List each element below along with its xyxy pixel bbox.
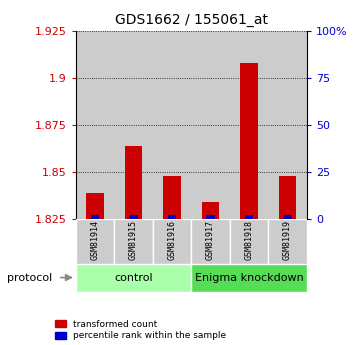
Text: control: control: [114, 273, 153, 283]
Bar: [245, 215, 253, 219]
Bar: [206, 215, 215, 219]
Bar: [153, 219, 191, 264]
Bar: [268, 31, 307, 219]
Bar: [153, 31, 191, 219]
Bar: [191, 264, 307, 292]
Bar: [230, 31, 268, 219]
Text: GSM81918: GSM81918: [245, 220, 253, 260]
Bar: [268, 219, 307, 264]
Bar: [86, 193, 104, 219]
Bar: [168, 215, 176, 219]
Bar: [91, 215, 99, 219]
Text: GSM81916: GSM81916: [168, 220, 177, 260]
Bar: [164, 176, 181, 219]
Bar: [129, 215, 138, 219]
Bar: [114, 31, 153, 219]
Bar: [76, 264, 191, 292]
Text: GSM81919: GSM81919: [283, 220, 292, 260]
Title: GDS1662 / 155061_at: GDS1662 / 155061_at: [115, 13, 268, 27]
Legend: transformed count, percentile rank within the sample: transformed count, percentile rank withi…: [55, 320, 226, 341]
Text: Enigma knockdown: Enigma knockdown: [195, 273, 304, 283]
Bar: [191, 31, 230, 219]
Bar: [279, 176, 296, 219]
Bar: [240, 63, 258, 219]
Bar: [125, 146, 142, 219]
Bar: [230, 219, 268, 264]
Text: GSM81917: GSM81917: [206, 220, 215, 260]
Bar: [202, 202, 219, 219]
Bar: [283, 215, 292, 219]
Text: GSM81915: GSM81915: [129, 220, 138, 260]
Text: GSM81914: GSM81914: [91, 220, 100, 260]
Bar: [114, 219, 153, 264]
Bar: [191, 219, 230, 264]
Bar: [76, 219, 114, 264]
Text: protocol: protocol: [7, 273, 52, 283]
Bar: [76, 31, 114, 219]
